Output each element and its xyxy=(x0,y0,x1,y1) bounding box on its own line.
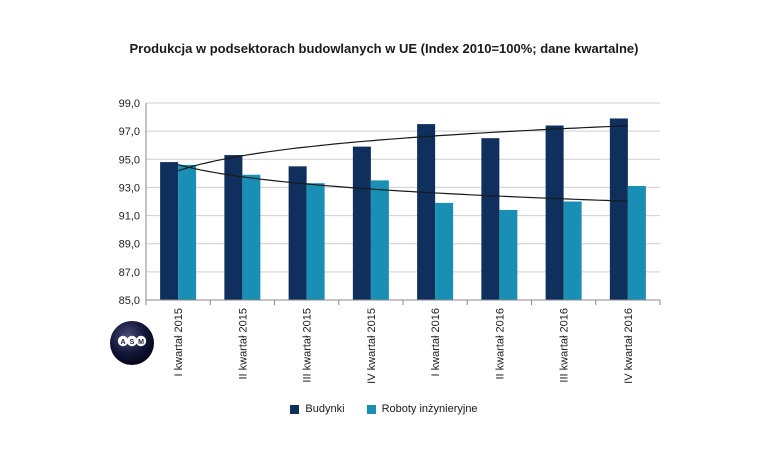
bar-budynki xyxy=(352,146,371,300)
bar-roboty xyxy=(370,180,389,300)
bar-budynki xyxy=(481,138,500,300)
bar-budynki xyxy=(288,166,307,300)
asm-logo-icon: A S M xyxy=(109,320,155,366)
trendlines xyxy=(177,125,628,202)
bar-budynki xyxy=(224,155,243,300)
y-tick-label: 89,0 xyxy=(119,239,140,251)
logo-letter-s: S xyxy=(130,339,135,346)
x-tick-label: III kwartał 2015 xyxy=(302,308,314,383)
bar-roboty xyxy=(306,183,325,300)
x-tick-label: II kwartał 2015 xyxy=(237,308,249,380)
legend-label-budynki: Budynki xyxy=(305,403,345,415)
bar-roboty xyxy=(627,186,646,300)
y-tick-label: 91,0 xyxy=(119,211,140,223)
y-tick-label: 99,0 xyxy=(119,98,140,110)
bar-roboty xyxy=(242,174,261,300)
logo-letter-m: M xyxy=(138,339,144,346)
axes xyxy=(145,103,661,305)
x-tick-label: I kwartał 2015 xyxy=(173,308,185,376)
bar-budynki xyxy=(417,124,436,300)
y-tick-label: 85,0 xyxy=(119,295,140,307)
x-tick-label: IV kwartał 2016 xyxy=(623,308,635,384)
bar-roboty xyxy=(435,202,454,300)
x-tick-label: IV kwartał 2015 xyxy=(366,308,378,384)
trendline-roboty xyxy=(177,164,628,202)
bar-budynki xyxy=(609,118,628,300)
legend-label-roboty: Roboty inżynieryjne xyxy=(381,403,478,415)
bar-roboty xyxy=(499,209,518,300)
trendline-budynki xyxy=(177,125,628,172)
y-tick-label: 97,0 xyxy=(119,126,140,138)
y-tick-label: 93,0 xyxy=(119,182,140,194)
x-tick-label: III kwartał 2016 xyxy=(559,308,571,383)
legend-item-budynki: Budynki xyxy=(290,403,345,415)
bars xyxy=(160,118,646,300)
bar-roboty xyxy=(178,164,197,300)
y-tick-labels: 85,0 87,0 89,0 91,0 93,0 95,0 97,0 99,0 xyxy=(119,98,140,307)
bar-budynki xyxy=(545,125,564,300)
x-tick-label: I kwartał 2016 xyxy=(430,308,442,376)
y-tick-label: 87,0 xyxy=(119,267,140,279)
legend-swatch-budynki xyxy=(290,404,300,414)
grid-lines xyxy=(146,102,660,301)
bar-roboty xyxy=(563,201,582,300)
chart-title: Produkcja w podsektorach budowlanych w U… xyxy=(129,41,639,56)
legend: Budynki Roboty inżynieryjne xyxy=(0,403,768,415)
y-tick-label: 95,0 xyxy=(119,154,140,166)
bar-budynki xyxy=(160,162,179,300)
legend-swatch-roboty xyxy=(366,404,376,414)
legend-item-roboty: Roboty inżynieryjne xyxy=(366,403,478,415)
logo-letter-a: A xyxy=(120,339,125,346)
x-tick-label: II kwartał 2016 xyxy=(494,308,506,380)
x-tick-labels: I kwartał 2015 II kwartał 2015 III kwartał… xyxy=(173,308,635,384)
